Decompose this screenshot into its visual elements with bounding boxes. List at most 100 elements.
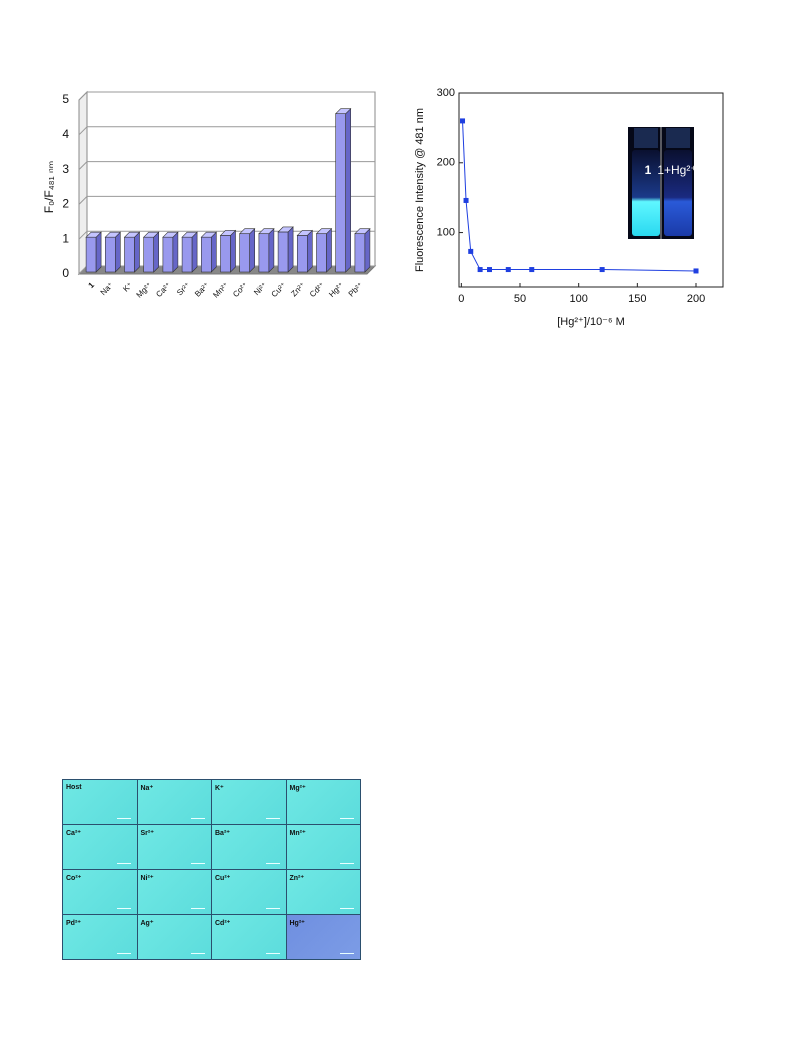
image-cell: Ca²⁺ xyxy=(63,825,137,869)
bar-side xyxy=(306,229,313,273)
x-tick-label: 1 xyxy=(86,280,96,290)
bar xyxy=(162,231,179,273)
bar-front xyxy=(105,236,116,273)
bar-side xyxy=(95,231,102,273)
plot-frame xyxy=(458,92,724,288)
x-tick-label: Pb²⁺ xyxy=(347,281,365,299)
x-tick-label: Mn²⁺ xyxy=(211,281,230,300)
y-tick-label: 1 xyxy=(62,231,69,245)
y-tick-label: 4 xyxy=(62,127,69,141)
bar xyxy=(277,226,294,273)
bar-top xyxy=(200,231,218,238)
point xyxy=(477,267,483,273)
image-cell: Ni²⁺ xyxy=(137,870,211,914)
bar xyxy=(334,107,352,273)
bar-top xyxy=(104,231,122,238)
y-tick-label: 5 xyxy=(62,92,69,106)
point xyxy=(487,267,493,273)
bar xyxy=(104,231,122,273)
image-cell: Pd²⁺ xyxy=(63,915,137,959)
bar-top xyxy=(277,226,294,233)
bar-front xyxy=(296,235,308,273)
x-tick-label: Cu²⁺ xyxy=(270,281,288,299)
bar-side xyxy=(153,231,159,273)
y-tick-label: 300 xyxy=(437,87,455,99)
y-axis-label: F₀/F₄₈₁ ₙₘ xyxy=(42,161,56,214)
image-cell: Host xyxy=(63,780,137,824)
image-cell: Ag⁺ xyxy=(137,915,211,959)
y-tick-label: 2 xyxy=(62,197,69,211)
x-tick-label: Co²⁺ xyxy=(231,281,249,299)
grid-line xyxy=(78,161,375,170)
image-cell: Co²⁺ xyxy=(63,870,137,914)
bar xyxy=(238,227,256,273)
bar-front xyxy=(277,231,289,273)
bar-side xyxy=(172,231,179,273)
bar-front xyxy=(258,233,270,273)
image-cell: Cu²⁺ xyxy=(212,870,286,914)
x-tick-label: 50 xyxy=(514,293,526,305)
bar-front xyxy=(85,236,97,273)
bar xyxy=(296,229,314,273)
x-tick-label: 100 xyxy=(570,293,588,305)
bar xyxy=(142,231,160,273)
bar-top xyxy=(123,231,141,238)
x-tick-label: Mg²⁺ xyxy=(135,281,154,300)
bar-side xyxy=(249,227,255,273)
bar-side xyxy=(268,227,275,273)
bar-top xyxy=(296,230,314,236)
y-tick-label: 3 xyxy=(62,162,69,176)
x-tick-label: 150 xyxy=(628,293,646,305)
bar-side xyxy=(191,231,198,273)
image-cell: Hg²⁺ xyxy=(286,915,360,959)
bar-front xyxy=(354,233,366,273)
x-tick-label: Ba²⁺ xyxy=(193,281,211,299)
bar-side xyxy=(345,107,352,273)
inset-label: 1 xyxy=(645,163,652,177)
bar-front xyxy=(201,236,212,273)
bar-top xyxy=(219,230,237,236)
bar-top xyxy=(181,231,198,238)
bar-top xyxy=(238,228,256,235)
image-cell: Mg²⁺ xyxy=(286,780,360,824)
bar-top xyxy=(85,231,102,238)
y-axis-label: Fluorescence Intensity @ 481 nm xyxy=(414,108,426,272)
bar-front xyxy=(124,236,135,273)
x-tick-label: 0 xyxy=(458,293,464,305)
point xyxy=(460,118,466,124)
bar xyxy=(258,227,275,273)
bar-side xyxy=(134,231,140,273)
bar-side xyxy=(287,226,294,273)
bar-front xyxy=(143,236,154,273)
bar-front xyxy=(220,235,231,273)
bar-top xyxy=(142,231,160,238)
bar xyxy=(181,231,198,273)
image-cell: Mn²⁺ xyxy=(286,825,360,869)
bar xyxy=(200,231,218,273)
y-tick-label: 0 xyxy=(62,266,69,280)
bar-top xyxy=(334,108,352,114)
bar-side xyxy=(230,229,236,273)
point xyxy=(505,267,511,273)
grid-line xyxy=(78,91,375,101)
bar-front xyxy=(335,113,347,273)
image-cell: Sr²⁺ xyxy=(137,825,211,869)
bar-top xyxy=(258,228,275,235)
point xyxy=(468,248,474,254)
bar-front xyxy=(239,233,250,273)
x-tick-label: Ca²⁺ xyxy=(154,281,172,299)
bar-side xyxy=(326,227,332,273)
x-tick-label: Cd²⁺ xyxy=(308,281,326,299)
point xyxy=(599,267,605,273)
bar-side xyxy=(115,231,121,273)
x-tick-label: K⁺ xyxy=(121,281,134,294)
image-cell: Zn²⁺ xyxy=(286,870,360,914)
x-tick-label: Hg²⁺ xyxy=(327,281,345,299)
bar-top xyxy=(315,228,333,235)
bar-top xyxy=(354,228,371,235)
x-tick-label: Sr²⁺ xyxy=(175,281,192,298)
point xyxy=(463,197,469,203)
bar-front xyxy=(162,236,174,273)
bar xyxy=(123,231,141,273)
